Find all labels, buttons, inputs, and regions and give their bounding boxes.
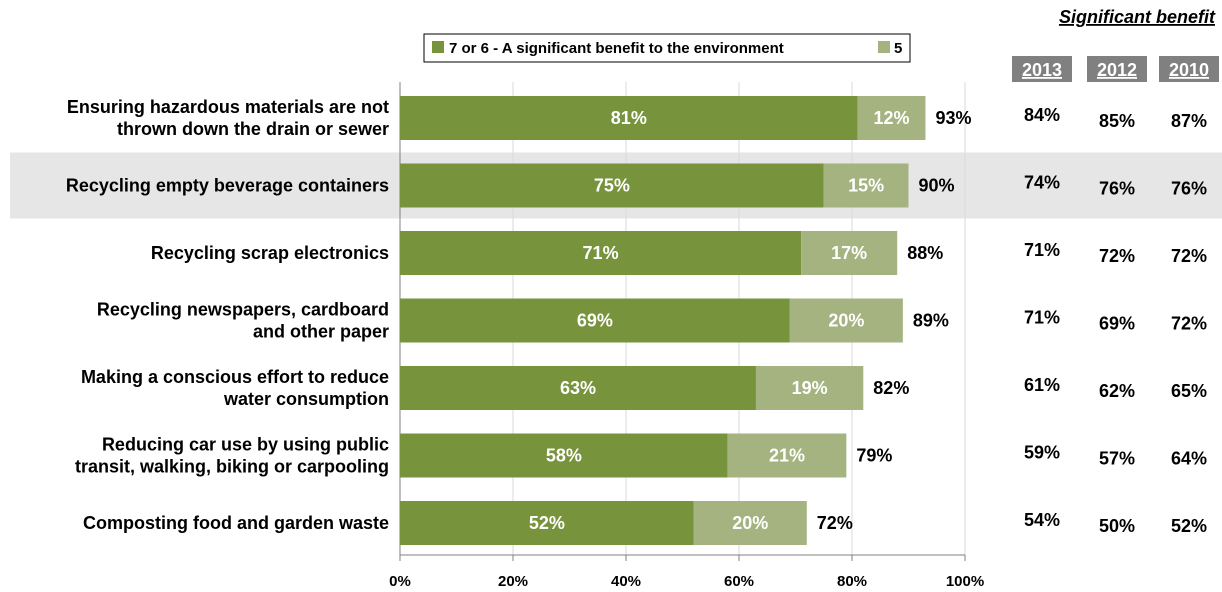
table-cell: 64% <box>1171 449 1207 469</box>
table-cell: 72% <box>1171 314 1207 334</box>
bar-segment-series-2 <box>727 433 847 478</box>
bar-segment-series-1 <box>400 366 756 410</box>
table-cell: 50% <box>1099 516 1135 536</box>
bar-data-label: 71% <box>583 243 619 263</box>
bar-segment-series-2 <box>789 298 903 343</box>
bar-data-label: 63% <box>560 378 596 398</box>
table-header-label: 2013 <box>1022 60 1062 80</box>
x-tick-label: 20% <box>498 573 528 590</box>
bar-segment-series-1 <box>400 298 790 343</box>
category-label: water consumption <box>223 389 389 409</box>
bar-total-label: 89% <box>913 311 949 331</box>
table-title: Significant benefit <box>1059 7 1216 27</box>
category-label: and other paper <box>253 322 389 342</box>
bar-segment-series-2 <box>801 231 898 275</box>
table-cell: 85% <box>1099 111 1135 131</box>
bar-data-label: 15% <box>848 176 884 196</box>
bar-segment-series-1 <box>400 96 858 140</box>
table-cell: 72% <box>1099 246 1135 266</box>
table-cell: 57% <box>1099 449 1135 469</box>
table-cell: 61% <box>1024 375 1060 395</box>
bar-total-label: 88% <box>907 243 943 263</box>
bar-total-label: 82% <box>873 378 909 398</box>
x-tick-label: 100% <box>946 573 984 590</box>
table-cell: 72% <box>1171 246 1207 266</box>
bar-data-label: 75% <box>594 176 630 196</box>
table-cell: 74% <box>1024 173 1060 193</box>
bar-segment-series-2 <box>693 501 807 545</box>
legend-label-series-1: 7 or 6 - A significant benefit to the en… <box>449 40 784 57</box>
bar-data-label: 17% <box>831 243 867 263</box>
bar-segment-series-2 <box>857 96 926 140</box>
table-cell: 87% <box>1171 111 1207 131</box>
bar-data-label: 19% <box>792 378 828 398</box>
category-label: transit, walking, biking or carpooling <box>75 457 389 477</box>
category-label: Recycling empty beverage containers <box>66 176 389 196</box>
bar-segment-series-2 <box>755 366 864 410</box>
table-cell: 71% <box>1024 308 1060 328</box>
x-tick-label: 0% <box>389 573 411 590</box>
table-header-cell <box>1087 56 1147 82</box>
table-header-label: 2010 <box>1169 60 1209 80</box>
table-cell: 76% <box>1099 179 1135 199</box>
table-cell: 65% <box>1171 381 1207 401</box>
legend-label-series-2: 5 <box>894 40 902 57</box>
bar-data-label: 52% <box>529 513 565 533</box>
table-cell: 69% <box>1099 314 1135 334</box>
table-cell: 62% <box>1099 381 1135 401</box>
category-label: Reducing car use by using public <box>102 435 389 455</box>
legend-swatch-series-1 <box>432 41 444 53</box>
bar-data-label: 21% <box>769 446 805 466</box>
bar-data-label: 20% <box>828 311 864 331</box>
x-tick-label: 60% <box>724 573 754 590</box>
table-header-label: 2012 <box>1097 60 1137 80</box>
table-cell: 54% <box>1024 510 1060 530</box>
category-label: Composting food and garden waste <box>83 513 389 533</box>
table-cell: 76% <box>1171 179 1207 199</box>
bar-segment-series-1 <box>400 231 802 275</box>
table-cell: 84% <box>1024 105 1060 125</box>
bar-total-label: 72% <box>817 513 853 533</box>
legend-box <box>423 33 911 63</box>
bar-total-label: 93% <box>935 108 971 128</box>
bar-segment-series-1 <box>400 501 694 545</box>
bar-data-label: 81% <box>611 108 647 128</box>
bar-total-label: 90% <box>919 176 955 196</box>
category-label: Recycling newspapers, cardboard <box>97 300 389 320</box>
legend-swatch-series-2 <box>878 41 890 53</box>
table-cell: 59% <box>1024 443 1060 463</box>
category-label: Recycling scrap electronics <box>151 243 389 263</box>
bar-data-label: 69% <box>577 311 613 331</box>
bar-segment-series-2 <box>823 163 909 208</box>
bar-data-label: 20% <box>732 513 768 533</box>
x-tick-label: 40% <box>611 573 641 590</box>
bar-total-label: 79% <box>856 446 892 466</box>
table-header-cell <box>1012 56 1072 82</box>
table-cell: 71% <box>1024 240 1060 260</box>
x-tick-label: 80% <box>837 573 867 590</box>
table-cell: 52% <box>1171 516 1207 536</box>
table-header-cell <box>1159 56 1219 82</box>
bar-segment-series-1 <box>400 163 824 208</box>
category-label: Making a conscious effort to reduce <box>81 367 389 387</box>
category-label: thrown down the drain or sewer <box>117 119 389 139</box>
bar-segment-series-1 <box>400 433 728 478</box>
bar-data-label: 12% <box>874 108 910 128</box>
category-label: Ensuring hazardous materials are not <box>67 97 389 117</box>
bar-data-label: 58% <box>546 446 582 466</box>
